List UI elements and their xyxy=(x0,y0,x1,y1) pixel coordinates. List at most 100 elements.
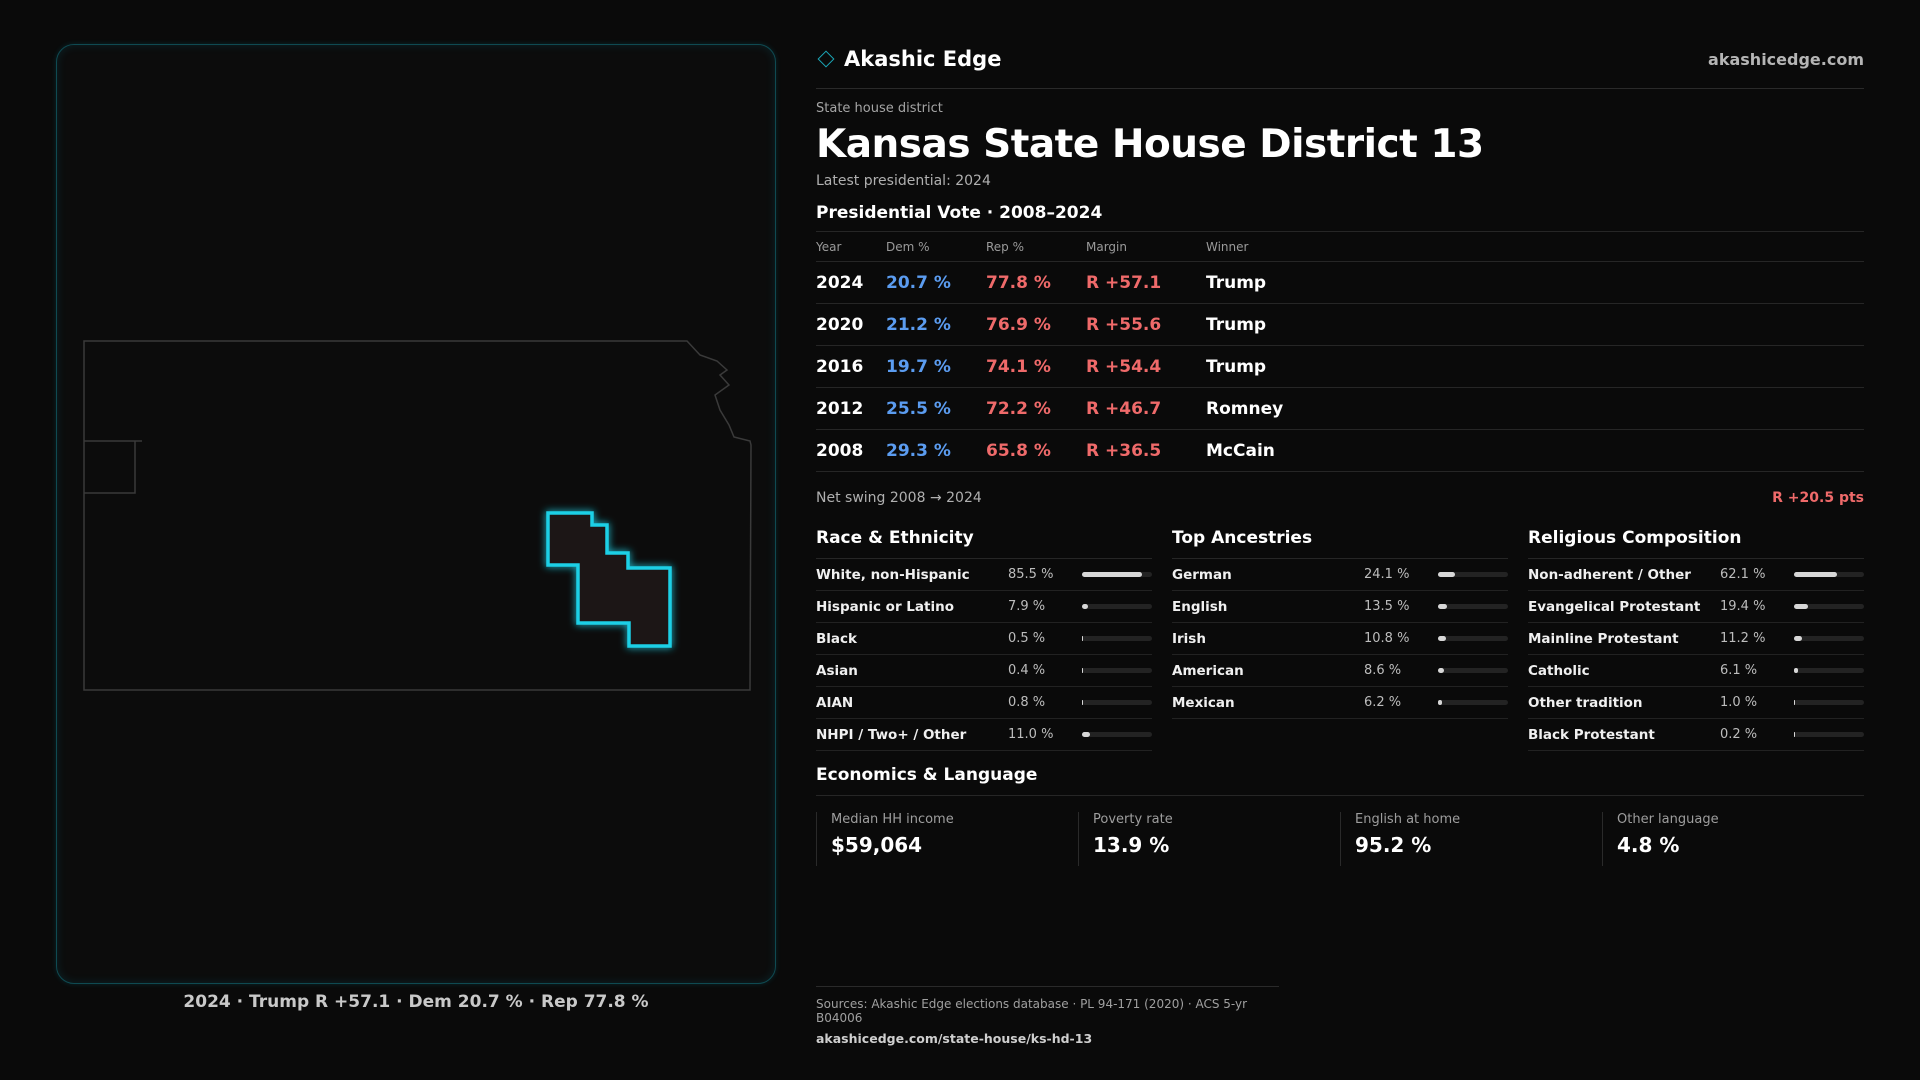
col-rep: Rep % xyxy=(986,231,1086,262)
demo-value: 85.5 % xyxy=(1008,567,1054,582)
demo-value: 0.8 % xyxy=(1008,695,1046,710)
stat-value: $59,064 xyxy=(831,833,923,857)
brand-url-link[interactable]: akashicedge.com xyxy=(1708,49,1864,69)
stat-value: 4.8 % xyxy=(1617,833,1680,857)
demo-label: White, non-Hispanic xyxy=(816,566,970,583)
winner-cell: Trump xyxy=(1206,261,1864,304)
demo-value: 11.0 % xyxy=(1008,727,1054,742)
demo-bar xyxy=(1794,572,1864,577)
demo-bar xyxy=(1794,636,1864,641)
list-item: Irish 10.8 % xyxy=(1172,623,1508,655)
demo-bar-fill xyxy=(1082,604,1088,609)
dem-cell: 29.3 % xyxy=(886,429,986,472)
rep-cell: 65.8 % xyxy=(986,429,1086,472)
demo-bar xyxy=(1794,700,1864,705)
demo-bar-fill xyxy=(1438,572,1455,577)
table-row: 2016 19.7 % 74.1 % R +54.4 Trump xyxy=(816,345,1864,388)
brand[interactable]: Akashic Edge xyxy=(816,47,1001,71)
demo-value: 7.9 % xyxy=(1008,599,1046,614)
dem-cell: 21.2 % xyxy=(886,303,986,346)
demo-label: Mainline Protestant xyxy=(1528,630,1679,647)
stat-label: Poverty rate xyxy=(1093,812,1173,827)
demo-label: Evangelical Protestant xyxy=(1528,598,1701,615)
year-cell: 2024 xyxy=(816,261,886,304)
economics-stats: Median HH income $59,064 Poverty rate 13… xyxy=(816,812,1864,866)
margin-cell: R +57.1 xyxy=(1086,261,1206,304)
margin-cell: R +36.5 xyxy=(1086,429,1206,472)
race-ethnicity-section: Race & Ethnicity White, non-Hispanic 85.5… xyxy=(816,528,1152,751)
stat-other-language: Other language 4.8 % xyxy=(1602,812,1864,866)
dem-cell: 20.7 % xyxy=(886,261,986,304)
stat-poverty-rate: Poverty rate 13.9 % xyxy=(1078,812,1340,866)
list-item: Non-adherent / Other 62.1 % xyxy=(1528,559,1864,591)
rep-cell: 77.8 % xyxy=(986,261,1086,304)
district-kicker: State house district xyxy=(816,101,943,116)
table-row: 2012 25.5 % 72.2 % R +46.7 Romney xyxy=(816,387,1864,430)
demo-bar xyxy=(1082,604,1152,609)
demo-label: English xyxy=(1172,598,1228,615)
margin-cell: R +54.4 xyxy=(1086,345,1206,388)
demo-label: Irish xyxy=(1172,630,1206,647)
page-url-link[interactable]: akashicedge.com/state-house/ks-hd-13 xyxy=(816,1031,1093,1046)
list-item: English 13.5 % xyxy=(1172,591,1508,623)
brand-name: Akashic Edge xyxy=(844,47,1002,71)
district-info-panel: Akashic Edge akashicedge.com State house… xyxy=(816,44,1864,866)
demo-value: 19.4 % xyxy=(1720,599,1766,614)
demo-label: Non-adherent / Other xyxy=(1528,566,1691,583)
demo-bar-fill xyxy=(1794,636,1802,641)
col-winner: Winner xyxy=(1206,231,1864,262)
year-cell: 2020 xyxy=(816,303,886,346)
stat-label: English at home xyxy=(1355,812,1461,827)
stat-median-income: Median HH income $59,064 xyxy=(816,812,1078,866)
demo-bar-fill xyxy=(1794,668,1799,673)
demo-bar xyxy=(1082,636,1152,641)
vote-table-header: Year Dem % Rep % Margin Winner xyxy=(816,231,1864,262)
net-swing: Net swing 2008 → 2024 R +20.5 pts xyxy=(816,490,1864,506)
winner-cell: Trump xyxy=(1206,345,1864,388)
demo-bar xyxy=(1794,668,1864,673)
latest-presidential: Latest presidential: 2024 xyxy=(816,173,991,189)
demo-bar xyxy=(1082,668,1152,673)
demo-value: 6.1 % xyxy=(1720,663,1758,678)
list-item: American 8.6 % xyxy=(1172,655,1508,687)
map-caption: 2024 · Trump R +57.1 · Dem 20.7 % · Rep … xyxy=(183,992,649,1012)
header-divider xyxy=(816,88,1864,89)
demo-bar-fill xyxy=(1082,668,1084,673)
stat-label: Median HH income xyxy=(831,812,954,827)
demographics: Race & Ethnicity White, non-Hispanic 85.5… xyxy=(816,528,1864,751)
demo-value: 0.5 % xyxy=(1008,631,1046,646)
margin-cell: R +46.7 xyxy=(1086,387,1206,430)
demo-value: 10.8 % xyxy=(1364,631,1410,646)
page-title: Kansas State House District 13 xyxy=(816,122,1484,167)
list-item: Mexican 6.2 % xyxy=(1172,687,1508,719)
demo-value: 24.1 % xyxy=(1364,567,1410,582)
dem-cell: 19.7 % xyxy=(886,345,986,388)
demo-bar-fill xyxy=(1438,636,1446,641)
demo-label: Hispanic or Latino xyxy=(816,598,954,615)
demo-value: 13.5 % xyxy=(1364,599,1410,614)
stat-value: 95.2 % xyxy=(1355,833,1432,857)
stat-english-at-home: English at home 95.2 % xyxy=(1340,812,1602,866)
demo-value: 8.6 % xyxy=(1364,663,1402,678)
demo-bar xyxy=(1438,572,1508,577)
diamond-logo-icon xyxy=(817,50,835,68)
demo-bar-fill xyxy=(1438,700,1443,705)
demo-bar xyxy=(1438,668,1508,673)
list-item: Hispanic or Latino 7.9 % xyxy=(816,591,1152,623)
district-map-panel[interactable] xyxy=(56,44,776,984)
margin-cell: R +55.6 xyxy=(1086,303,1206,346)
demo-bar-fill xyxy=(1082,732,1090,737)
net-swing-label: Net swing 2008 → 2024 xyxy=(816,490,982,506)
stat-label: Other language xyxy=(1617,812,1719,827)
demo-bar-fill xyxy=(1438,668,1445,673)
demo-label: German xyxy=(1172,566,1232,583)
rep-cell: 76.9 % xyxy=(986,303,1086,346)
dem-cell: 25.5 % xyxy=(886,387,986,430)
demo-value: 0.4 % xyxy=(1008,663,1046,678)
header-bar: Akashic Edge akashicedge.com xyxy=(816,44,1864,74)
year-cell: 2016 xyxy=(816,345,886,388)
demo-value: 6.2 % xyxy=(1364,695,1402,710)
year-cell: 2008 xyxy=(816,429,886,472)
list-item: Black Protestant 0.2 % xyxy=(1528,719,1864,751)
winner-cell: McCain xyxy=(1206,429,1864,472)
